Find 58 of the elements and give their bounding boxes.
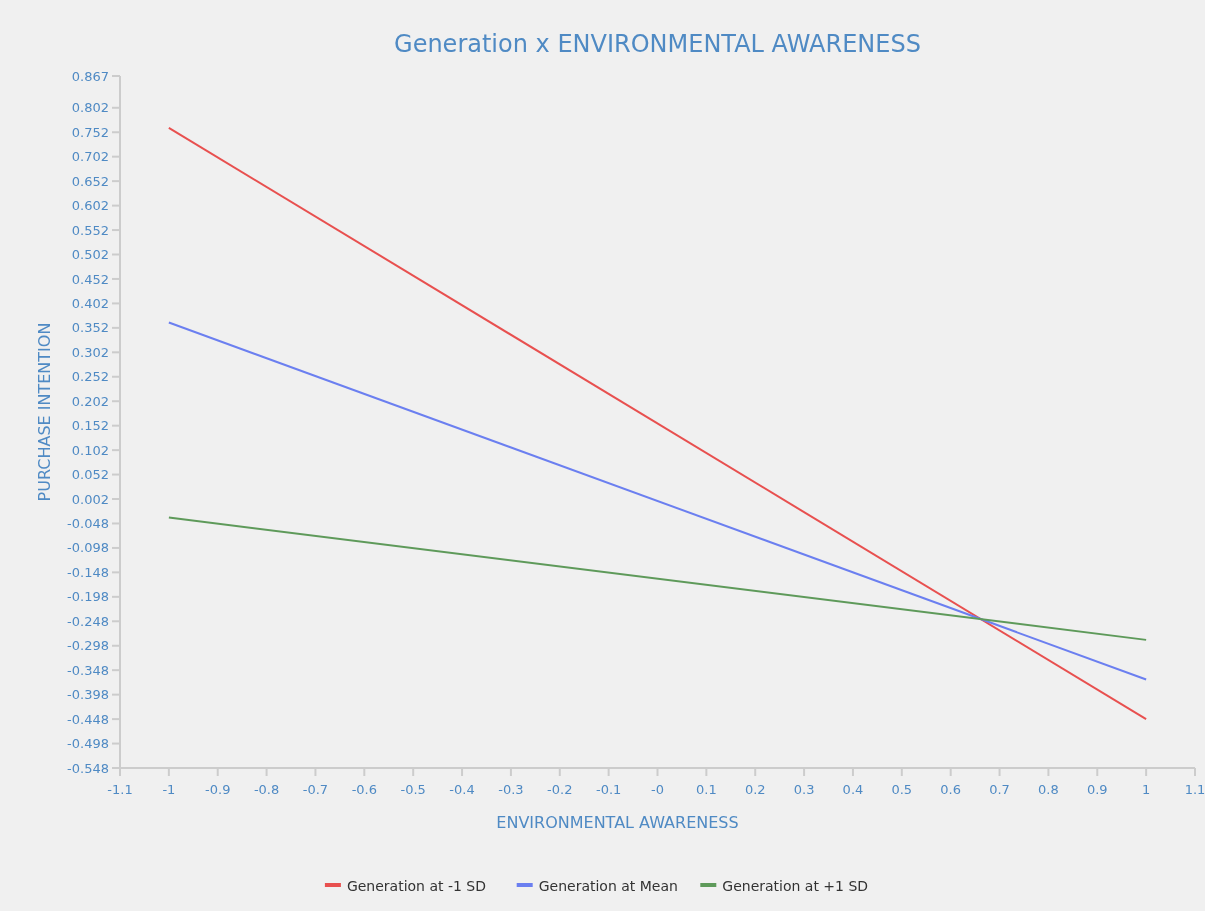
y-tick-label: 0.802 bbox=[71, 100, 109, 116]
legend-label: Generation at Mean bbox=[538, 877, 678, 894]
y-tick-label: -0.298 bbox=[67, 638, 109, 654]
y-tick-label: 0.102 bbox=[71, 442, 109, 458]
y-tick-label: 0.867 bbox=[71, 68, 109, 84]
y-tick-label: 0.302 bbox=[71, 344, 109, 360]
x-tick-label: 0.2 bbox=[744, 782, 766, 797]
x-tick-label: 0.1 bbox=[696, 782, 717, 797]
legend-label: Generation at -1 SD bbox=[346, 877, 487, 894]
y-tick-label: 0.502 bbox=[71, 247, 109, 263]
x-tick-label: -0 bbox=[651, 782, 664, 797]
x-tick-label: -0.6 bbox=[351, 782, 378, 797]
x-tick-label: 0.8 bbox=[1038, 782, 1059, 797]
y-tick-label: -0.198 bbox=[67, 589, 109, 605]
y-tick-label: 0.552 bbox=[71, 222, 109, 238]
y-tick-label: 0.452 bbox=[71, 271, 109, 287]
y-tick-label: -0.148 bbox=[67, 564, 109, 580]
x-axis-title: ENVIRONMENTAL AWARENESS bbox=[496, 813, 739, 832]
y-tick-label: 0.402 bbox=[71, 295, 109, 311]
x-tick-label: -0.8 bbox=[253, 782, 280, 797]
y-tick-label: -0.548 bbox=[67, 760, 109, 776]
y-tick-label: -0.048 bbox=[67, 516, 109, 532]
y-tick-label: 0.252 bbox=[71, 369, 109, 385]
chart-title: Generation x ENVIRONMENTAL AWARENESS bbox=[394, 30, 921, 58]
x-tick-label: -1 bbox=[162, 782, 176, 797]
x-tick-label: 0.6 bbox=[940, 782, 962, 797]
y-tick-label: 0.052 bbox=[71, 467, 109, 483]
x-tick-label: -1.1 bbox=[107, 782, 133, 797]
y-tick-label: 0.752 bbox=[71, 124, 109, 140]
y-tick-label: 0.602 bbox=[71, 198, 109, 214]
y-tick-label: 0.202 bbox=[71, 393, 109, 409]
y-tick-label: -0.448 bbox=[67, 711, 109, 727]
x-tick-label: -0.4 bbox=[449, 782, 475, 797]
x-tick-label: -0.3 bbox=[498, 782, 524, 797]
x-tick-label: 0.7 bbox=[989, 782, 1010, 797]
x-tick-label: 1 bbox=[1142, 782, 1151, 797]
y-axis-title: PURCHASE INTENTION bbox=[35, 322, 54, 502]
y-tick-label: -0.348 bbox=[67, 662, 109, 678]
y-tick-label: 0.652 bbox=[71, 173, 109, 189]
x-tick-label: -0.1 bbox=[595, 782, 622, 797]
x-tick-label: 0.3 bbox=[793, 782, 815, 797]
x-tick-label: -0.5 bbox=[400, 782, 426, 797]
y-tick-label: -0.098 bbox=[67, 540, 109, 556]
y-tick-label: -0.498 bbox=[67, 736, 109, 752]
x-tick-label: 0.9 bbox=[1086, 782, 1108, 797]
y-tick-label: 0.152 bbox=[71, 418, 109, 434]
legend-label: Generation at +1 SD bbox=[722, 877, 869, 894]
x-tick-label: -0.7 bbox=[302, 782, 329, 797]
y-tick-label: 0.002 bbox=[71, 491, 109, 507]
x-tick-label: 0.5 bbox=[891, 782, 913, 797]
x-tick-label: -0.2 bbox=[547, 782, 573, 797]
y-tick-label: -0.398 bbox=[67, 687, 109, 703]
y-tick-label: 0.352 bbox=[71, 320, 109, 336]
x-tick-label: 0.4 bbox=[842, 782, 864, 797]
x-tick-label: -0.9 bbox=[205, 782, 231, 797]
y-tick-label: -0.248 bbox=[67, 613, 109, 629]
x-tick-label: 1.1 bbox=[1184, 782, 1205, 797]
y-tick-label: 0.702 bbox=[71, 149, 109, 165]
